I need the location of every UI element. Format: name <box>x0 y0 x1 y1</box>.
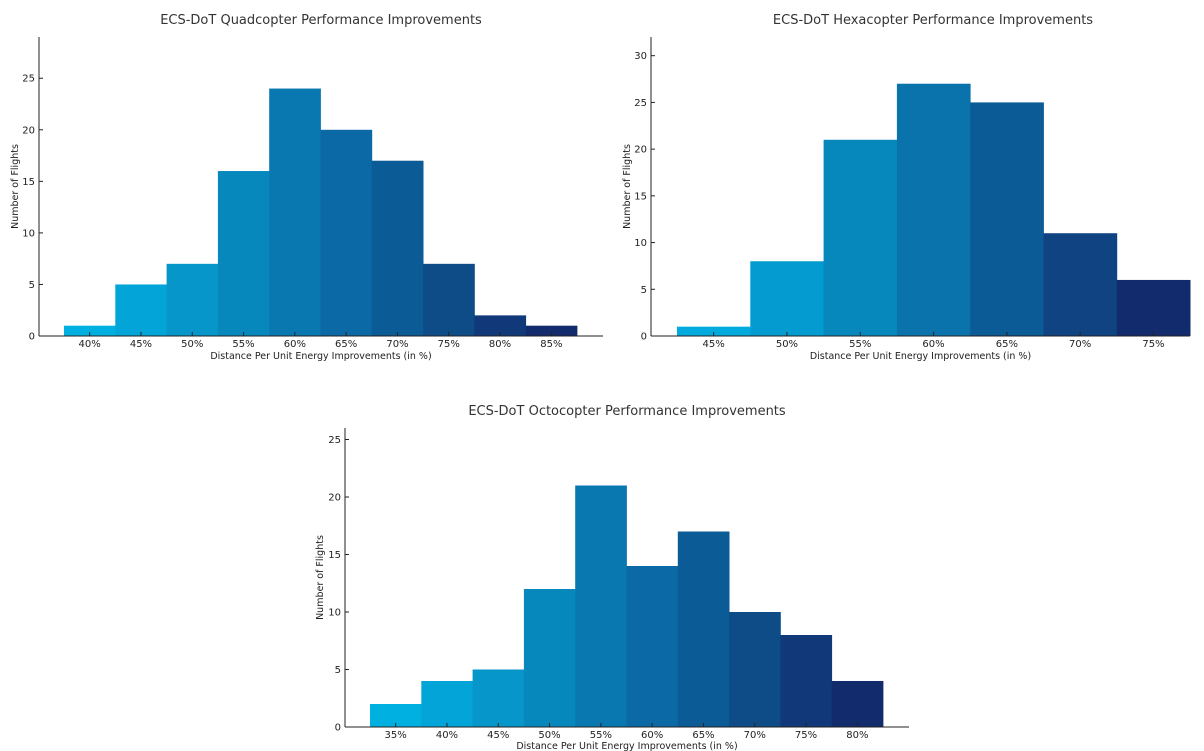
octocopter-chart: ECS-DoT Octocopter Performance Improveme… <box>315 404 909 751</box>
bar-50pct <box>166 263 219 336</box>
x-axis-label: Distance Per Unit Energy Improvements (i… <box>210 351 431 362</box>
y-tick-label: 25 <box>328 435 341 446</box>
x-tick-label: 50% <box>181 339 203 350</box>
y-tick-label: 0 <box>641 332 647 343</box>
y-tick-label: 5 <box>641 285 647 296</box>
y-tick-label: 15 <box>328 550 341 561</box>
bar-70pct <box>371 160 424 336</box>
y-tick-label: 0 <box>335 723 341 734</box>
x-axis-label: Distance Per Unit Energy Improvements (i… <box>516 741 737 751</box>
bar-45pct <box>677 326 751 336</box>
bar-55pct <box>823 139 898 336</box>
x-tick-label: 75% <box>1142 339 1164 350</box>
bar-40pct <box>64 325 116 336</box>
x-tick-label: 55% <box>849 339 871 350</box>
x-tick-label: 65% <box>692 730 714 741</box>
bar-45pct <box>115 284 167 336</box>
chart-title: ECS-DoT Hexacopter Performance Improveme… <box>773 13 1093 28</box>
y-tick-label: 25 <box>22 74 35 85</box>
bar-80pct <box>474 315 527 336</box>
bar-70pct <box>1043 233 1118 336</box>
x-tick-label: 65% <box>335 339 357 350</box>
y-tick-label: 10 <box>22 228 35 239</box>
x-tick-label: 75% <box>438 339 460 350</box>
x-axis-label: Distance Per Unit Energy Improvements (i… <box>810 351 1031 362</box>
y-tick-label: 10 <box>634 238 647 249</box>
x-tick-label: 40% <box>79 339 101 350</box>
hexacopter-chart: ECS-DoT Hexacopter Performance Improveme… <box>622 13 1191 362</box>
x-tick-label: 65% <box>996 339 1018 350</box>
x-tick-label: 45% <box>703 339 725 350</box>
bar-65pct <box>320 129 373 336</box>
x-tick-label: 70% <box>744 730 766 741</box>
bar-75pct <box>1116 279 1191 336</box>
x-tick-label: 35% <box>385 730 407 741</box>
x-tick-label: 45% <box>130 339 152 350</box>
bar-60pct <box>626 566 679 727</box>
bar-65pct <box>970 102 1044 336</box>
bar-75pct <box>780 635 833 727</box>
y-tick-label: 5 <box>29 280 35 291</box>
x-tick-label: 55% <box>590 730 612 741</box>
y-tick-label: 15 <box>634 191 647 202</box>
bar-40pct <box>421 681 473 727</box>
y-tick-label: 25 <box>634 98 647 109</box>
bar-75pct <box>423 263 475 336</box>
x-tick-label: 45% <box>487 730 509 741</box>
y-axis-label: Number of Flights <box>10 144 21 229</box>
bar-85pct <box>525 325 578 336</box>
bar-55pct <box>575 485 627 727</box>
y-tick-label: 10 <box>328 608 341 619</box>
bar-60pct <box>896 83 971 336</box>
y-tick-label: 0 <box>29 332 35 343</box>
x-tick-label: 85% <box>540 339 562 350</box>
quadcopter-chart: ECS-DoT Quadcopter Performance Improveme… <box>10 13 603 362</box>
x-tick-label: 50% <box>538 730 560 741</box>
chart-title: ECS-DoT Quadcopter Performance Improveme… <box>160 13 482 28</box>
y-tick-label: 20 <box>634 145 647 156</box>
bar-60pct <box>269 88 321 336</box>
bar-80pct <box>831 681 884 727</box>
bar-65pct <box>677 531 730 727</box>
x-tick-label: 60% <box>641 730 663 741</box>
x-tick-label: 80% <box>846 730 868 741</box>
bar-35pct <box>370 704 422 727</box>
x-tick-label: 40% <box>436 730 458 741</box>
y-tick-label: 30 <box>634 51 647 62</box>
y-tick-label: 20 <box>328 493 341 504</box>
bar-70pct <box>729 612 781 727</box>
x-tick-label: 70% <box>386 339 408 350</box>
bar-55pct <box>217 171 270 336</box>
bar-45pct <box>472 669 525 727</box>
x-tick-label: 60% <box>922 339 944 350</box>
y-tick-label: 5 <box>335 665 341 676</box>
y-tick-label: 20 <box>22 125 35 136</box>
chart-title: ECS-DoT Octocopter Performance Improveme… <box>468 404 786 419</box>
y-tick-label: 15 <box>22 177 35 188</box>
bar-50pct <box>750 261 824 336</box>
bar-50pct <box>523 589 576 727</box>
x-tick-label: 60% <box>284 339 306 350</box>
x-tick-label: 50% <box>776 339 798 350</box>
y-axis-label: Number of Flights <box>622 144 633 229</box>
y-axis-label: Number of Flights <box>315 535 326 620</box>
x-tick-label: 70% <box>1069 339 1091 350</box>
x-tick-label: 55% <box>232 339 254 350</box>
x-tick-label: 80% <box>489 339 511 350</box>
x-tick-label: 75% <box>795 730 817 741</box>
